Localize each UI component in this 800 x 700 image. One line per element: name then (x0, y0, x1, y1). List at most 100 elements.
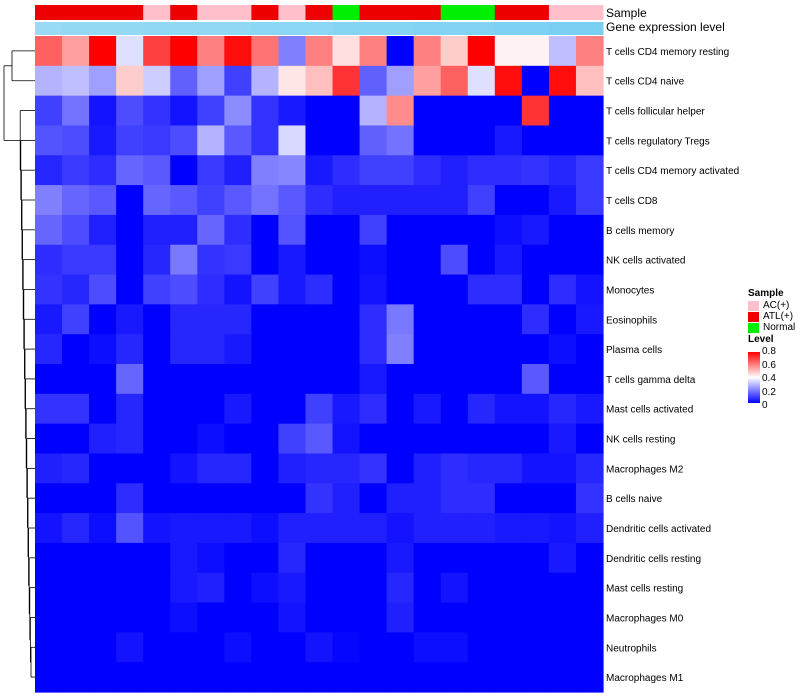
heatmap-cell (197, 572, 225, 604)
heatmap-cell (143, 632, 171, 663)
heatmap-cell (440, 513, 469, 544)
heatmap-cell (278, 572, 307, 604)
heatmap-cell (548, 304, 577, 335)
heatmap-cell (35, 65, 63, 97)
heatmap-cell (278, 602, 307, 633)
heatmap-cell (467, 304, 496, 335)
heatmap-cell (548, 513, 577, 544)
heatmap-cell (521, 274, 550, 305)
heatmap-cell (413, 662, 442, 693)
heatmap-cell (467, 214, 496, 246)
heatmap-cell (332, 662, 361, 693)
heatmap-cell (521, 185, 550, 216)
heatmap-cell (494, 572, 523, 604)
heatmap-cell (467, 662, 496, 693)
legend-item-normal: Normal (748, 322, 795, 333)
track-separator (35, 20, 603, 22)
heatmap-cell (332, 36, 361, 67)
heatmap-cell (467, 95, 496, 127)
gene-expression-cell (440, 22, 469, 35)
heatmap-cell (197, 95, 225, 127)
heatmap-cell (332, 334, 361, 365)
heatmap-cell (278, 662, 307, 693)
heatmap-cell (143, 95, 171, 127)
heatmap-cell (332, 304, 361, 335)
heatmap-cell (332, 542, 361, 574)
heatmap-cell (386, 125, 415, 156)
heatmap-cell (305, 95, 334, 127)
heatmap-cell (386, 602, 415, 633)
heatmap-cell (116, 244, 144, 276)
gene-expression-cell (575, 22, 604, 35)
heatmap-cell (305, 274, 334, 305)
heatmap-cell (440, 65, 469, 97)
sample-annotation-cell (332, 5, 361, 20)
heatmap-cell (467, 393, 496, 425)
heatmap-cell (89, 36, 117, 67)
heatmap-cell (251, 125, 280, 156)
heatmap-cell (62, 155, 90, 186)
heatmap-cell (575, 334, 604, 365)
heatmap-cell (305, 602, 334, 633)
heatmap-cell (440, 483, 469, 514)
sample-annotation-cell (170, 5, 198, 20)
heatmap-cell (197, 214, 225, 246)
sample-annotation-cell (386, 5, 415, 20)
heatmap-cell (170, 155, 198, 186)
heatmap-cell (197, 662, 225, 693)
heatmap-cell (332, 95, 361, 127)
heatmap-cell (197, 364, 225, 395)
heatmap-cell (251, 364, 280, 395)
heatmap-cell (143, 364, 171, 395)
sample-annotation-cell (359, 5, 388, 20)
heatmap-cell (224, 334, 252, 365)
heatmap-cell (116, 95, 144, 127)
heatmap-cell (440, 125, 469, 156)
heatmap-cell (467, 185, 496, 216)
heatmap-cell (89, 602, 117, 633)
heatmap-cell (62, 364, 90, 395)
heatmap-cell (197, 36, 225, 67)
heatmap-cell (494, 95, 523, 127)
heatmap-cell (548, 155, 577, 186)
heatmap-cell (548, 36, 577, 67)
heatmap-cell (467, 274, 496, 305)
row-label: Macrophages M0 (606, 613, 684, 624)
heatmap-cell (224, 572, 252, 604)
heatmap-cell (197, 632, 225, 663)
heatmap-cell (521, 572, 550, 604)
heatmap-cell (494, 483, 523, 514)
level-tick: 0.6 (762, 360, 776, 371)
heatmap-cell (224, 36, 252, 67)
heatmap-cell (359, 304, 388, 335)
heatmap-cell (197, 274, 225, 305)
row-label: T cells follicular helper (606, 107, 705, 118)
heatmap-cell (35, 155, 63, 186)
heatmap-cell (62, 513, 90, 544)
sample-annotation-cell (251, 5, 279, 20)
heatmap-cell (89, 214, 117, 246)
heatmap-cell (413, 65, 442, 97)
heatmap-cell (116, 602, 144, 633)
track-label-sample: Sample (606, 6, 647, 20)
level-tick: 0.4 (762, 373, 776, 384)
heatmap-cell (278, 95, 307, 127)
heatmap-cell (35, 274, 63, 305)
row-label: Macrophages M2 (606, 464, 684, 475)
legend-label-normal: Normal (763, 322, 796, 333)
sample-annotation-cell (467, 5, 496, 20)
heatmap-cell (89, 125, 117, 156)
row-label: NK cells resting (606, 435, 675, 446)
heatmap-cell (521, 632, 550, 663)
legend-swatch-ac (748, 300, 759, 311)
heatmap-cell (494, 155, 523, 186)
heatmap-cell (305, 334, 334, 365)
heatmap-cell (305, 364, 334, 395)
heatmap-cell (305, 214, 334, 246)
heatmap-cell (548, 423, 577, 455)
heatmap-cell (386, 95, 415, 127)
heatmap-cell (116, 483, 144, 514)
legend-label-ac: AC(+) (763, 300, 790, 311)
sample-annotation-cell (224, 5, 252, 20)
heatmap-cell (62, 393, 90, 425)
